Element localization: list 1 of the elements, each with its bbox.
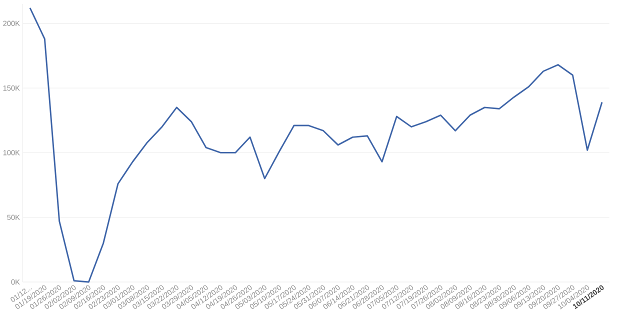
line-series bbox=[29, 7, 603, 283]
